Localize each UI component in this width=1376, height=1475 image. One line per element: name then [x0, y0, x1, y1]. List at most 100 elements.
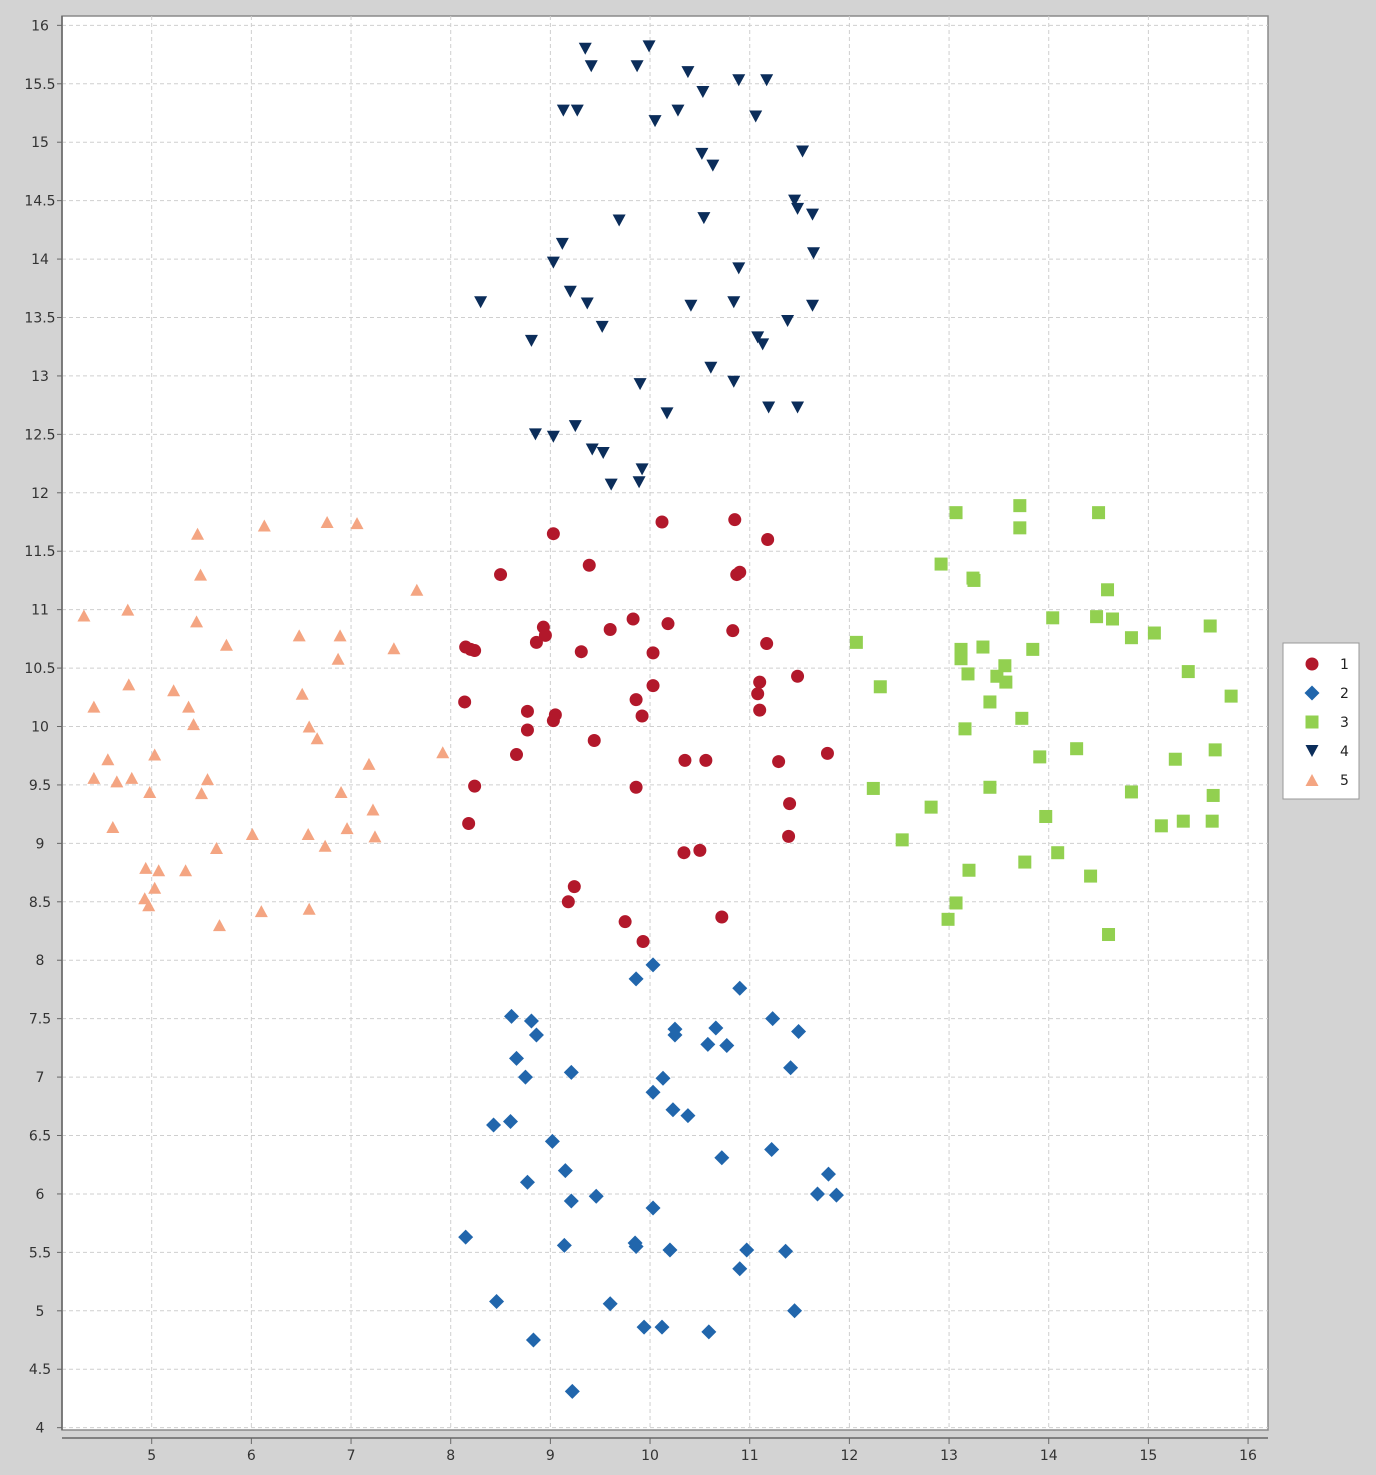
point-series-1	[546, 527, 560, 541]
point-series-5	[302, 720, 316, 733]
point-series-4	[546, 256, 560, 269]
point-series-1	[603, 623, 617, 637]
point-series-4	[584, 60, 598, 73]
point-series-3	[849, 635, 863, 649]
point-series-2	[517, 1069, 533, 1085]
point-series-2	[764, 1142, 780, 1158]
point-series-5	[387, 642, 401, 655]
point-series-4	[760, 74, 774, 87]
point-series-2	[523, 1013, 539, 1029]
point-series-2	[528, 1027, 544, 1043]
x-tick-label: 14	[1040, 1448, 1058, 1464]
point-series-1	[783, 797, 797, 811]
y-tick-label: 13.5	[24, 310, 55, 326]
legend-marker-1	[1305, 657, 1319, 671]
point-series-4	[681, 66, 695, 79]
x-tick-label: 11	[741, 1448, 759, 1464]
point-series-4	[570, 104, 584, 117]
point-series-4	[791, 401, 805, 414]
point-series-1	[635, 709, 649, 723]
point-series-1	[820, 746, 834, 760]
point-series-3	[1205, 814, 1219, 828]
point-series-1	[458, 695, 472, 709]
point-series-5	[191, 527, 205, 540]
point-series-1	[582, 558, 596, 572]
point-series-1	[655, 515, 669, 529]
point-series-4	[555, 237, 569, 250]
point-series-1	[715, 910, 729, 924]
point-series-5	[310, 732, 324, 745]
point-series-4	[568, 420, 582, 433]
x-tick-label: 9	[546, 1448, 555, 1464]
point-series-1	[468, 779, 482, 793]
point-series-5	[209, 842, 223, 855]
point-series-1	[636, 935, 650, 949]
point-series-1	[646, 679, 660, 693]
point-series-4	[732, 262, 746, 275]
point-series-2	[645, 1084, 661, 1100]
point-series-4	[632, 476, 646, 489]
point-series-2	[654, 1319, 670, 1335]
point-series-2	[588, 1188, 604, 1204]
point-series-4	[791, 202, 805, 215]
point-series-1	[574, 645, 588, 659]
point-series-5	[334, 785, 348, 798]
point-series-3	[1203, 619, 1217, 633]
point-series-2	[791, 1024, 807, 1040]
point-series-3	[1147, 626, 1161, 640]
point-series-4	[580, 297, 594, 310]
point-series-4	[806, 299, 820, 312]
y-tick-label: 13	[31, 369, 49, 385]
point-series-2	[828, 1187, 844, 1203]
point-series-3	[1224, 689, 1238, 703]
point-series-3	[1154, 819, 1168, 833]
point-series-2	[557, 1163, 573, 1179]
y-tick-label: 9.5	[29, 778, 51, 794]
point-series-5	[201, 773, 215, 786]
point-series-3	[1046, 611, 1060, 625]
point-series-4	[706, 159, 720, 172]
y-tick-label: 4	[36, 1421, 45, 1437]
y-tick-label: 8.5	[29, 895, 51, 911]
point-series-5	[106, 821, 120, 834]
point-series-4	[697, 212, 711, 225]
legend-label-2: 2	[1340, 686, 1349, 702]
point-series-3	[1101, 583, 1115, 597]
point-series-2	[708, 1020, 724, 1036]
point-series-3	[954, 652, 968, 666]
legend: 1 2 3 4 5	[1282, 642, 1360, 800]
y-tick-label: 14	[31, 252, 49, 268]
point-series-4	[660, 407, 674, 420]
point-series-5	[254, 905, 268, 918]
point-series-4	[630, 60, 644, 73]
point-series-3	[1124, 785, 1138, 799]
series-4	[474, 40, 821, 491]
point-series-5	[194, 568, 208, 581]
point-series-5	[301, 828, 315, 841]
point-series-1	[661, 617, 675, 631]
point-series-5	[366, 803, 380, 816]
point-series-3	[1033, 750, 1047, 764]
point-series-4	[696, 85, 710, 98]
point-series-1	[629, 780, 643, 794]
point-series-3	[949, 896, 963, 910]
point-series-2	[778, 1243, 794, 1259]
x-tick-label: 5	[147, 1448, 156, 1464]
point-series-5	[350, 517, 364, 530]
point-series-5	[320, 516, 334, 529]
point-series-2	[544, 1133, 560, 1149]
point-series-5	[219, 638, 233, 651]
point-series-2	[809, 1186, 825, 1202]
y-tick-label: 11.5	[24, 544, 55, 560]
y-tick-label: 6	[36, 1187, 45, 1203]
point-series-1	[733, 565, 747, 579]
y-tick-label: 4.5	[29, 1362, 51, 1378]
point-series-5	[362, 757, 376, 770]
point-series-5	[139, 861, 153, 874]
point-series-4	[695, 147, 709, 160]
point-series-2	[563, 1193, 579, 1209]
series-2	[458, 957, 844, 1399]
point-series-5	[77, 609, 91, 622]
point-series-3	[999, 675, 1013, 689]
